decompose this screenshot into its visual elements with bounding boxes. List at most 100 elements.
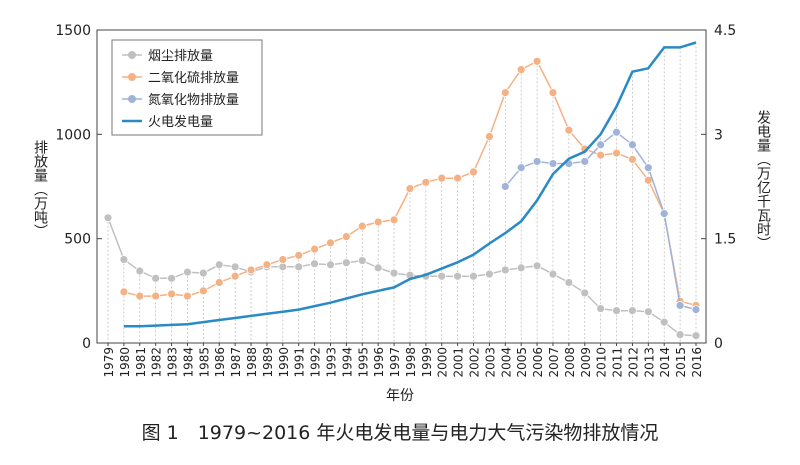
x-tick-label: 1993 <box>324 347 338 378</box>
data-point-3 <box>675 301 685 310</box>
data-point-1 <box>691 331 701 341</box>
data-point-1 <box>516 263 526 273</box>
data-point-3 <box>516 163 526 173</box>
plot-frame <box>96 29 707 344</box>
data-point-1 <box>310 259 319 269</box>
x-tick-label: 2006 <box>531 347 545 378</box>
legend-label-4: 火电发电量 <box>148 114 213 130</box>
x-tick-label: 2009 <box>579 347 593 378</box>
data-point-1 <box>214 260 224 270</box>
x-tick-label: 2016 <box>690 347 704 378</box>
x-tick-label: 1983 <box>166 347 180 378</box>
data-point-2 <box>500 88 510 97</box>
right-tick-label: 3 <box>714 127 723 143</box>
series-line-4 <box>123 41 697 328</box>
data-point-1 <box>532 261 542 271</box>
x-tick-label: 2010 <box>595 347 609 378</box>
data-point-3 <box>643 163 653 173</box>
data-point-2 <box>341 232 351 241</box>
x-tick-label: 2000 <box>436 347 450 378</box>
data-point-1 <box>500 265 510 275</box>
x-tick-label: 1979 <box>102 347 116 378</box>
x-tick-label: 1994 <box>340 347 354 378</box>
data-point-2 <box>135 291 145 301</box>
data-point-1 <box>167 273 176 283</box>
data-point-3 <box>548 159 558 168</box>
legend-box <box>111 39 263 136</box>
data-point-1 <box>151 273 161 283</box>
data-point-1 <box>389 268 399 278</box>
x-tick-label: 1992 <box>309 347 323 378</box>
data-point-1 <box>135 266 145 276</box>
x-tick-label: 2008 <box>563 347 577 378</box>
x-tick-label: 1981 <box>134 347 148 378</box>
data-point-1 <box>183 267 192 277</box>
data-point-1 <box>230 262 240 272</box>
data-point-2 <box>230 271 240 281</box>
data-point-2 <box>310 244 319 254</box>
right-axis-title: 发电量（万亿千瓦时） <box>755 110 771 250</box>
series-line-1 <box>107 217 697 337</box>
data-point-1 <box>564 278 574 287</box>
x-tick-label: 2015 <box>674 347 688 378</box>
data-point-1 <box>278 262 288 272</box>
data-point-2 <box>405 184 415 193</box>
data-point-1 <box>326 260 335 270</box>
x-tick-label: 1997 <box>388 347 402 378</box>
data-point-1 <box>580 288 590 298</box>
data-point-1 <box>628 306 637 316</box>
figure-caption: 图 1 1979~2016 年火电发电量与电力大气污染物排放情况 <box>141 422 659 444</box>
x-tick-label: 2002 <box>468 347 482 378</box>
data-point-1 <box>453 271 463 281</box>
data-point-1 <box>341 258 351 268</box>
data-point-2 <box>485 132 494 141</box>
left-tick-label: 1000 <box>55 127 91 143</box>
data-point-1 <box>469 271 478 281</box>
x-axis-title: 年份 <box>386 388 414 404</box>
data-point-2 <box>278 255 288 264</box>
x-tick-label: 2007 <box>547 347 561 378</box>
data-point-2 <box>516 65 526 75</box>
right-tick-label: 4.5 <box>714 23 736 39</box>
data-point-3 <box>596 140 606 150</box>
x-tick-label: 2011 <box>611 347 625 378</box>
x-tick-label: 1980 <box>118 347 132 378</box>
data-point-1 <box>612 306 621 316</box>
data-point-1 <box>357 256 367 265</box>
data-point-2 <box>246 265 256 275</box>
x-tick-label: 1987 <box>229 347 243 378</box>
data-point-2 <box>198 286 208 296</box>
left-tick-label: 1500 <box>55 23 91 39</box>
x-tick-label: 2003 <box>483 347 497 378</box>
data-point-2 <box>548 88 558 97</box>
data-point-2 <box>421 177 431 187</box>
x-tick-label: 1989 <box>261 347 275 378</box>
data-point-2 <box>326 238 335 248</box>
data-point-2 <box>262 260 272 270</box>
data-point-3 <box>612 127 621 137</box>
data-point-1 <box>119 255 129 264</box>
data-point-1 <box>596 304 606 313</box>
x-tick-label: 2004 <box>499 347 513 378</box>
right-tick-label: 0 <box>714 336 723 352</box>
x-tick-label: 1986 <box>213 347 227 378</box>
x-tick-label: 1984 <box>181 347 195 378</box>
x-tick-label: 1982 <box>150 347 164 378</box>
legend-marker-3 <box>128 95 136 103</box>
data-point-2 <box>389 215 399 225</box>
data-point-2 <box>453 173 463 183</box>
x-tick-label: 2014 <box>658 347 672 378</box>
legend-label-1: 烟尘排放量 <box>148 49 213 64</box>
right-tick-label: 1.5 <box>714 232 736 248</box>
x-tick-label: 1991 <box>293 347 307 378</box>
data-point-2 <box>373 217 383 227</box>
data-point-2 <box>294 250 304 260</box>
x-tick-label: 1998 <box>404 347 418 378</box>
data-point-2 <box>596 150 606 160</box>
data-point-1 <box>643 307 653 317</box>
x-tick-label: 1999 <box>420 347 434 378</box>
x-tick-label: 1990 <box>277 347 291 378</box>
x-tick-label: 2005 <box>515 347 529 378</box>
x-tick-label: 1985 <box>197 347 211 378</box>
